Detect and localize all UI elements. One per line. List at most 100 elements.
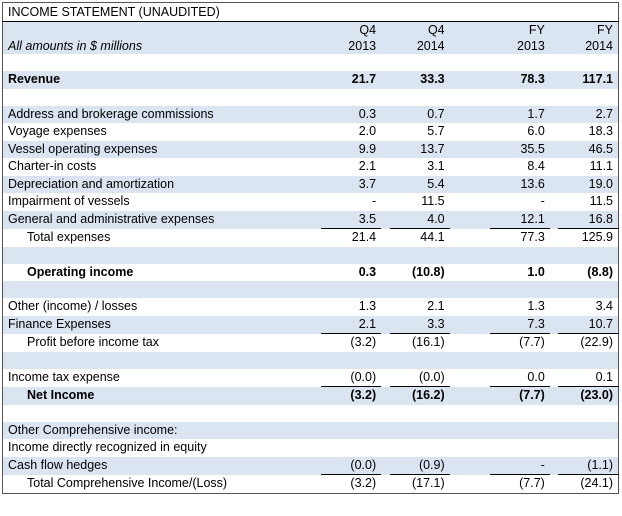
col-header-fy-2014-year: 2014 (558, 38, 619, 54)
row-label: Voyage expenses (8, 124, 107, 139)
cell-value: 12.1 (489, 210, 550, 229)
table-row: Voyage expenses 2.0 5.7 6.0 18.3 (3, 123, 619, 141)
cell-value: 33.3 (389, 71, 450, 89)
cell-value: 3.7 (321, 175, 382, 193)
row-label: Net Income (2, 386, 321, 405)
cell-value: 2.1 (321, 315, 382, 334)
cell-value: 1.7 (489, 105, 550, 123)
cell-value: 1.0 (527, 264, 545, 279)
col-header-q4-2014-period: Q4 (389, 21, 450, 38)
table-row: Other (income) / losses 1.3 2.1 1.3 3.4 (3, 298, 619, 316)
table-row: Depreciation and amortization 3.7 5.4 13… (2, 175, 619, 193)
table-row: Address and brokerage commissions 0.3 0.… (2, 105, 619, 123)
cell-value: 35.5 (489, 140, 550, 158)
row-label: Income directly recognized in equity (8, 440, 207, 455)
cell-value: 13.6 (489, 175, 550, 193)
cell-value: 0.3 (321, 105, 382, 123)
cell-value: (3.2) (321, 386, 382, 405)
row-label: Income tax expense (8, 370, 120, 384)
cell-value: 1.3 (358, 299, 377, 314)
table-row: Finance Expenses 2.1 3.3 7.3 10.7 (2, 315, 619, 334)
cell-value: (23.0) (558, 386, 619, 405)
table-row: Vessel operating expenses 9.9 13.7 35.5 … (2, 140, 619, 158)
cell-value: (10.8) (411, 264, 445, 279)
cell-value: 18.3 (588, 124, 613, 139)
cell-value: - (540, 194, 545, 209)
cell-value: 46.5 (558, 140, 619, 158)
cell-value: 21.7 (321, 71, 382, 89)
profit-before-tax-row: Profit before income tax (3.2) (16.1) (7… (3, 334, 619, 352)
cell-value: 117.1 (558, 71, 619, 89)
cell-value: 21.4 (351, 230, 377, 245)
table-row: Charter-in costs 2.1 3.1 8.4 11.1 (3, 158, 619, 176)
row-label: Total expenses (27, 230, 111, 244)
cell-value: (0.9) (389, 456, 450, 475)
cell-value: (7.7) (519, 476, 545, 491)
cell-value: 77.3 (520, 230, 545, 245)
title-row: INCOME STATEMENT (UNAUDITED) (2, 2, 619, 22)
cell-value: 10.7 (558, 315, 619, 334)
cell-value: (22.9) (580, 335, 613, 350)
cell-value: 0.1 (558, 368, 619, 387)
row-label: General and administrative expenses (2, 210, 321, 229)
oci-header-row: Other Comprehensive income: (2, 421, 619, 439)
row-label: Revenue (2, 71, 321, 89)
total-expenses-row: Total expenses 21.4 44.1 77.3 125.9 (3, 229, 619, 247)
statement-title: INCOME STATEMENT (UNAUDITED) (2, 2, 619, 22)
col-header-q4-2013-year: 2013 (321, 38, 382, 54)
header-row-1: Q4 Q4 FY FY (2, 21, 619, 38)
cell-value: 6.0 (527, 124, 545, 139)
cell-value: 0.0 (489, 368, 550, 387)
income-tax-row: Income tax expense (0.0) (0.0) 0.0 0.1 (3, 368, 619, 387)
col-header-q4-2013-period: Q4 (321, 21, 382, 38)
cell-value: 11.5 (589, 194, 613, 209)
cell-value: 11.1 (589, 159, 613, 174)
col-header-fy-2013-period: FY (489, 21, 550, 38)
cell-value: (1.1) (558, 456, 619, 475)
cell-value: 4.0 (389, 210, 450, 229)
cash-flow-hedges-row: Cash flow hedges (0.0) (0.9) - (1.1) (2, 456, 619, 475)
cell-value: 9.9 (321, 140, 382, 158)
income-statement: INCOME STATEMENT (UNAUDITED) Q4 Q4 FY FY… (2, 2, 619, 494)
cell-value: (16.2) (389, 386, 450, 405)
cell-value: (0.0) (321, 368, 382, 387)
revenue-row: Revenue 21.7 33.3 78.3 117.1 (2, 71, 619, 89)
oci-sub-row: Income directly recognized in equity (3, 439, 619, 457)
cell-value: 0.7 (389, 105, 450, 123)
operating-income-row: Operating income 0.3 (10.8) 1.0 (8.8) (3, 264, 619, 282)
row-label: Vessel operating expenses (2, 140, 321, 158)
cell-value: - (371, 194, 377, 209)
row-label: Impairment of vessels (8, 194, 130, 209)
row-label: Address and brokerage commissions (2, 105, 321, 123)
cell-value: 2.1 (427, 299, 445, 314)
cell-value: 5.7 (427, 124, 445, 139)
row-label: Profit before income tax (27, 335, 160, 349)
cell-value: 2.1 (358, 159, 377, 174)
table-row: Impairment of vessels - 11.5 - 11.5 (3, 193, 619, 211)
net-income-row: Net Income (3.2) (16.2) (7.7) (23.0) (2, 386, 619, 405)
cell-value: (16.1) (411, 335, 445, 350)
col-header-q4-2014-year: 2014 (389, 38, 450, 54)
cell-value: 3.3 (389, 315, 450, 334)
cell-value: 19.0 (558, 175, 619, 193)
cell-value: - (489, 456, 550, 475)
cell-value: (8.8) (587, 264, 613, 279)
cell-value: 7.3 (489, 315, 550, 334)
cell-value: 8.4 (527, 159, 545, 174)
cell-value: 16.8 (558, 210, 619, 229)
cell-value: 2.0 (358, 124, 377, 139)
cell-value: (0.0) (321, 456, 382, 475)
cell-value: 3.4 (595, 299, 613, 314)
row-label: Other Comprehensive income: (2, 421, 619, 439)
row-label: Charter-in costs (8, 159, 97, 174)
cell-value: (7.7) (489, 386, 550, 405)
row-label: Finance Expenses (2, 315, 321, 334)
row-label: Other (income) / losses (8, 299, 138, 314)
table-row: General and administrative expenses 3.5 … (2, 210, 619, 229)
cell-value: 44.1 (420, 230, 445, 245)
cell-value: 13.7 (389, 140, 450, 158)
cell-value: (3.2) (350, 476, 377, 491)
cell-value: (0.0) (389, 368, 450, 387)
cell-value: 5.4 (389, 175, 450, 193)
cell-value: 78.3 (489, 71, 550, 89)
